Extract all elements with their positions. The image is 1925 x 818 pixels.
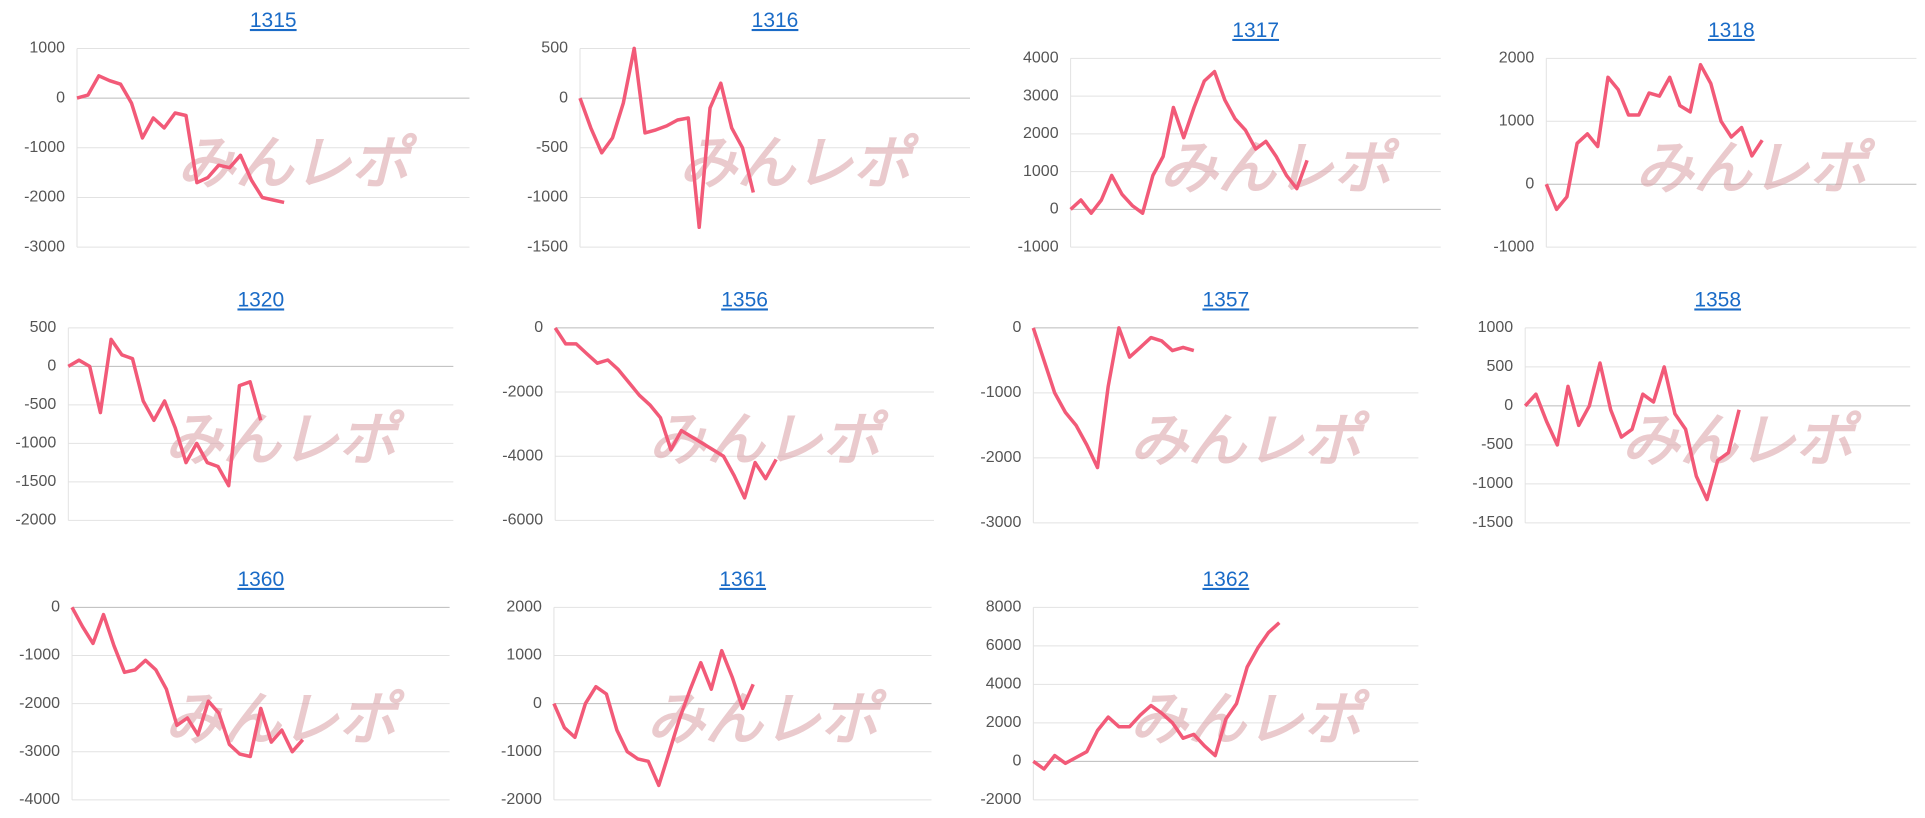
y-tick-label: 4000 bbox=[1023, 50, 1059, 67]
chart-title[interactable]: 1357 bbox=[1202, 288, 1249, 311]
y-tick-label: 2000 bbox=[986, 714, 1022, 731]
y-tick-label: -1000 bbox=[1018, 238, 1059, 255]
y-tick-label: -1000 bbox=[24, 139, 65, 156]
y-tick-label: -3000 bbox=[980, 514, 1021, 531]
data-line bbox=[552, 648, 755, 788]
y-tick-label: 1000 bbox=[29, 40, 65, 57]
data-line bbox=[1523, 361, 1741, 502]
chart-title[interactable]: 1362 bbox=[1202, 568, 1249, 591]
y-tick-label: -1000 bbox=[527, 189, 568, 206]
y-tick-label: -1500 bbox=[1472, 514, 1513, 531]
y-tick-label: 500 bbox=[541, 40, 568, 57]
y-tick-label: -1000 bbox=[501, 743, 542, 760]
watermark: みんレポ bbox=[165, 407, 406, 472]
chart-title[interactable]: 1358 bbox=[1694, 288, 1741, 311]
data-line bbox=[70, 606, 305, 759]
watermark: みんレポ bbox=[1130, 409, 1371, 474]
y-tick-label: 0 bbox=[51, 599, 60, 616]
y-tick-label: 2000 bbox=[1499, 50, 1535, 67]
y-tick-label: -1000 bbox=[980, 384, 1021, 401]
y-tick-label: -500 bbox=[24, 396, 56, 413]
y-tick-label: 0 bbox=[56, 89, 65, 106]
watermark: みんレポ bbox=[649, 407, 890, 472]
data-line bbox=[76, 74, 285, 205]
chart-title[interactable]: 1320 bbox=[237, 288, 284, 311]
watermark: みんレポ bbox=[1635, 136, 1876, 201]
y-tick-label: -1000 bbox=[1472, 475, 1513, 492]
data-line bbox=[1069, 69, 1309, 215]
chart-title[interactable]: 1316 bbox=[752, 9, 799, 32]
chart-title[interactable]: 1361 bbox=[719, 568, 766, 591]
data-line bbox=[1032, 621, 1281, 771]
y-tick-label: 1000 bbox=[1499, 113, 1535, 130]
y-tick-label: -2000 bbox=[15, 512, 56, 529]
watermark: みんレポ bbox=[1622, 409, 1863, 474]
y-tick-label: 1000 bbox=[506, 647, 542, 664]
y-tick-label: 500 bbox=[30, 319, 57, 336]
y-tick-label: -1500 bbox=[527, 238, 568, 255]
y-tick-label: 3000 bbox=[1023, 87, 1059, 104]
watermark: みんレポ bbox=[1130, 687, 1371, 752]
data-line bbox=[67, 337, 263, 488]
y-tick-label: -4000 bbox=[502, 447, 543, 464]
y-tick-label: -1000 bbox=[1493, 238, 1534, 255]
y-tick-label: 0 bbox=[533, 695, 542, 712]
y-tick-label: -2000 bbox=[980, 791, 1021, 808]
chart-title[interactable]: 1317 bbox=[1232, 19, 1279, 42]
y-tick-label: -4000 bbox=[19, 791, 60, 808]
y-tick-label: 0 bbox=[534, 319, 543, 336]
chart-title[interactable]: 1318 bbox=[1708, 19, 1755, 42]
y-tick-label: 0 bbox=[559, 89, 568, 106]
y-tick-label: 1000 bbox=[1478, 319, 1514, 336]
y-tick-label: -2000 bbox=[24, 189, 65, 206]
y-tick-label: 8000 bbox=[986, 599, 1022, 616]
y-tick-label: 2000 bbox=[506, 599, 542, 616]
y-tick-label: 6000 bbox=[986, 637, 1022, 654]
y-tick-label: 0 bbox=[47, 358, 56, 375]
y-tick-label: -6000 bbox=[502, 512, 543, 529]
y-tick-label: 1000 bbox=[1023, 163, 1059, 180]
data-line bbox=[578, 46, 756, 230]
y-tick-label: 4000 bbox=[986, 676, 1022, 693]
data-line bbox=[1544, 62, 1764, 212]
y-tick-label: 0 bbox=[1050, 201, 1059, 218]
y-tick-label: 0 bbox=[1012, 753, 1021, 770]
watermark: みんレポ bbox=[1160, 136, 1401, 201]
y-tick-label: 0 bbox=[1012, 319, 1021, 336]
data-line bbox=[553, 326, 778, 500]
watermark: みんレポ bbox=[647, 687, 888, 752]
chart-title[interactable]: 1315 bbox=[250, 9, 297, 32]
chart-title[interactable]: 1360 bbox=[237, 568, 284, 591]
y-tick-label: -2000 bbox=[980, 449, 1021, 466]
y-tick-label: -1000 bbox=[19, 647, 60, 664]
y-tick-label: -1500 bbox=[15, 473, 56, 490]
y-tick-label: -1000 bbox=[15, 435, 56, 452]
watermark: みんレポ bbox=[679, 131, 920, 196]
y-tick-label: 2000 bbox=[1023, 125, 1059, 142]
data-line bbox=[1031, 326, 1195, 470]
y-tick-label: 500 bbox=[1486, 358, 1513, 375]
y-tick-label: -2000 bbox=[502, 383, 543, 400]
y-tick-label: -3000 bbox=[24, 238, 65, 255]
watermark: みんレポ bbox=[177, 131, 418, 196]
y-tick-label: -500 bbox=[536, 139, 568, 156]
y-tick-label: -2000 bbox=[501, 791, 542, 808]
y-tick-label: -3000 bbox=[19, 743, 60, 760]
chart-title[interactable]: 1356 bbox=[721, 288, 768, 311]
y-tick-label: -500 bbox=[1481, 436, 1513, 453]
y-tick-label: 0 bbox=[1504, 397, 1513, 414]
y-tick-label: -2000 bbox=[19, 695, 60, 712]
y-tick-label: 0 bbox=[1525, 175, 1534, 192]
